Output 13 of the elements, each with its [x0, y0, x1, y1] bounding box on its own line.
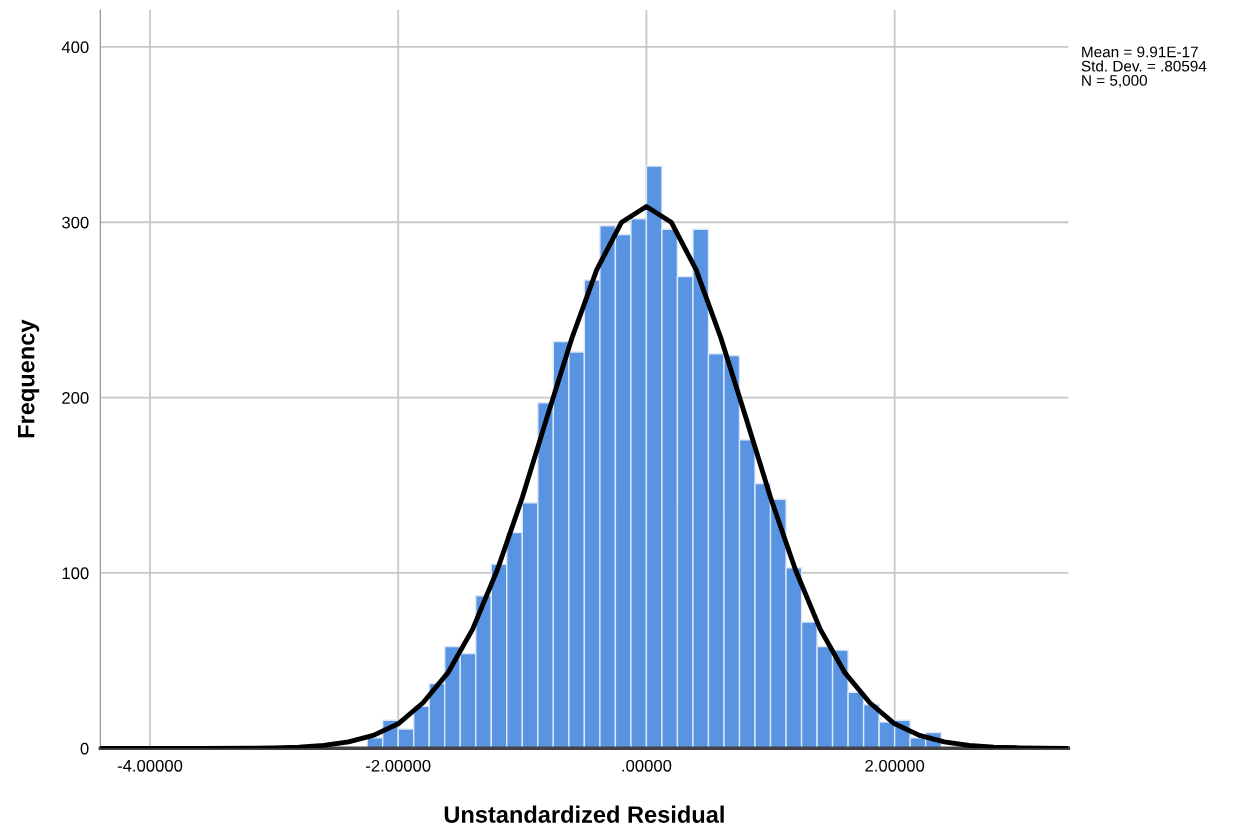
y-tick-label: 300: [62, 216, 89, 229]
x-tick-label: -2.00000: [366, 759, 431, 772]
y-tick-label: 100: [62, 567, 89, 580]
x-tick-label: 2.00000: [865, 759, 925, 772]
x-axis-title: Unstandardized Residual: [444, 805, 724, 823]
line-series: [100, 204, 1069, 749]
y-tick-label: 200: [62, 392, 89, 404]
text: Mean = 9.91E-17 Std. Dev. = .80594 N = 5,000: [1081, 46, 1207, 88]
y-axis-title: Frequency: [18, 319, 40, 438]
y-tick-label: 400: [61, 41, 89, 54]
x-tick-label: -4.00000: [117, 759, 183, 772]
x-tick-label: .00000: [622, 759, 672, 772]
y-tick-label: 0: [80, 742, 89, 755]
